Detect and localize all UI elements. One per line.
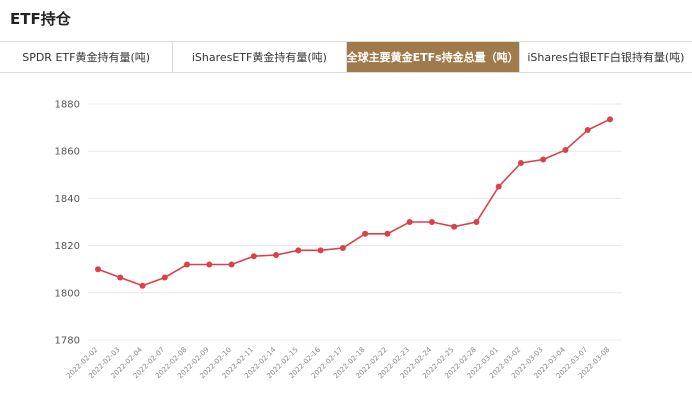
data-point bbox=[250, 253, 257, 260]
tab-bar: SPDR ETF黄金持有量(吨) iSharesETF黄金持有量(吨) 全球主要… bbox=[0, 41, 692, 73]
data-point bbox=[273, 252, 280, 259]
data-point bbox=[584, 126, 591, 133]
data-point bbox=[139, 282, 146, 289]
data-point bbox=[607, 116, 613, 123]
data-point bbox=[384, 230, 391, 237]
y-tick-label: 1860 bbox=[55, 147, 80, 158]
data-point bbox=[95, 266, 101, 273]
tab-ishares-gold[interactable]: iSharesETF黄金持有量(吨) bbox=[173, 42, 347, 72]
data-point bbox=[406, 219, 413, 225]
data-point bbox=[495, 183, 502, 190]
data-point bbox=[562, 147, 569, 154]
data-point bbox=[428, 219, 435, 225]
data-point bbox=[117, 274, 124, 281]
data-point bbox=[473, 219, 480, 225]
y-tick-label: 1800 bbox=[55, 288, 80, 299]
data-point bbox=[339, 244, 346, 251]
tab-spdr-gold[interactable]: SPDR ETF黄金持有量(吨) bbox=[0, 42, 174, 72]
data-point bbox=[161, 274, 168, 281]
y-tick-label: 1840 bbox=[55, 194, 80, 205]
data-point bbox=[317, 247, 324, 254]
y-tick-label: 1820 bbox=[55, 241, 80, 252]
y-tick-label: 1880 bbox=[55, 100, 80, 111]
tab-ishares-silver[interactable]: iShares白银ETF白银持有量(吨) bbox=[527, 51, 685, 64]
data-point bbox=[184, 261, 191, 268]
data-point bbox=[540, 156, 547, 163]
data-point bbox=[295, 247, 302, 254]
page-title: ETF持仓 bbox=[10, 10, 71, 28]
y-tick-label: 1780 bbox=[55, 336, 80, 347]
data-point bbox=[228, 261, 235, 268]
series-line bbox=[97, 118, 611, 287]
data-point bbox=[451, 223, 458, 230]
data-point bbox=[362, 230, 369, 237]
tab-global-gold-etfs[interactable]: 全球主要黄金ETFs持金总量（吨） bbox=[346, 42, 520, 72]
line-chart: 1780180018201840186018802022-02-022022-0… bbox=[55, 100, 622, 380]
data-point bbox=[206, 261, 213, 268]
data-point bbox=[517, 160, 524, 166]
